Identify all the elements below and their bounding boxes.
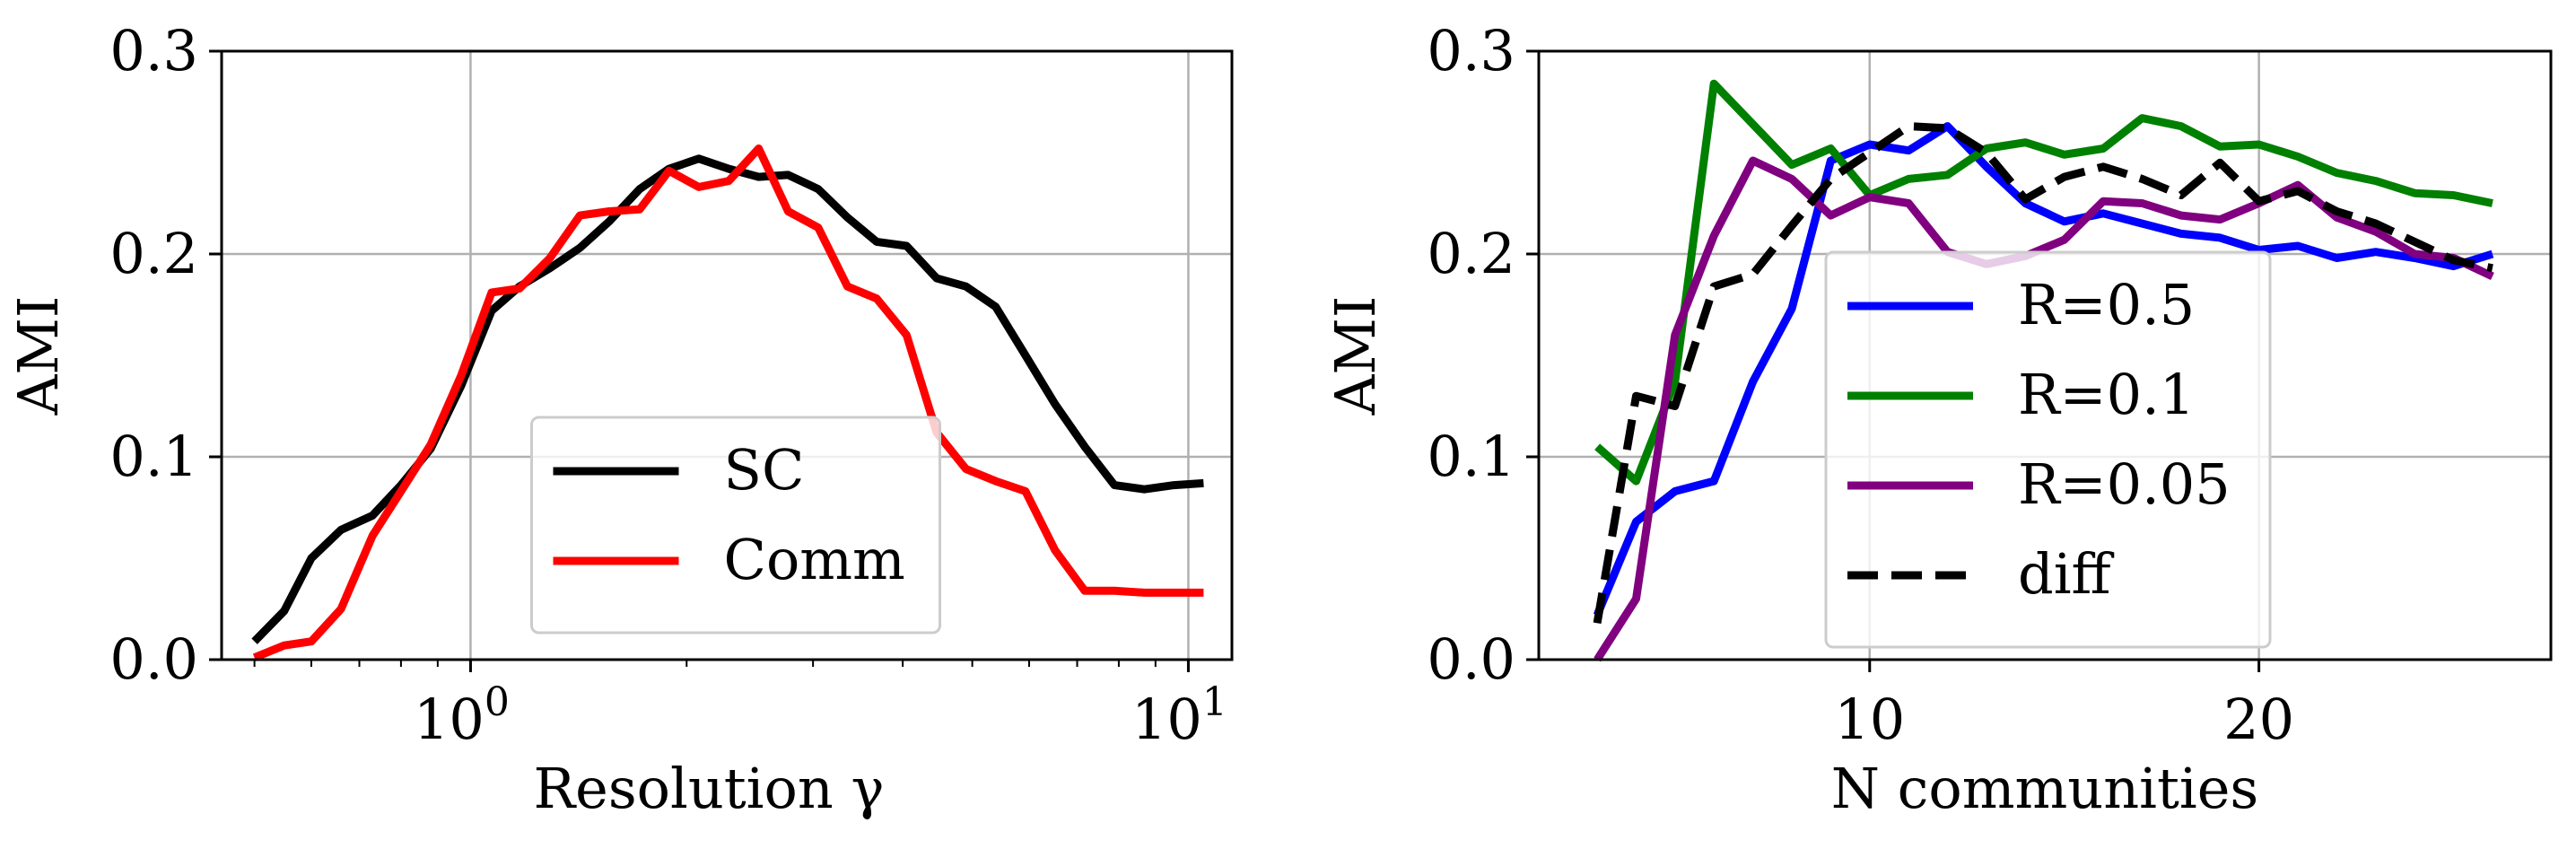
series-line-comm	[252, 144, 1204, 661]
y-tick-label: 0.3	[1427, 18, 1515, 83]
y-tick-label: 0.1	[109, 424, 198, 489]
x-tick-exponent: 0	[485, 679, 510, 725]
x-tick-label: 101	[1131, 679, 1227, 752]
x-tick-base: 10	[414, 687, 485, 752]
y-tick-label: 0.3	[109, 18, 198, 83]
series-line-r-0-05	[1594, 156, 2494, 662]
y-tick-label: 0.1	[1427, 424, 1515, 489]
x-tick-label: 100	[414, 679, 510, 752]
legend-label-r-0-5: R=0.5	[2018, 272, 2195, 337]
x-tick-exponent: 1	[1202, 679, 1227, 725]
y-tick-label: 0.2	[109, 221, 198, 286]
series-line-diff	[1593, 122, 2493, 625]
legend-label-diff: diff	[2018, 541, 2115, 607]
legend-box	[1824, 250, 2272, 649]
x-tick-base: 10	[1131, 687, 1202, 752]
y-tick-label: 0.0	[1427, 626, 1515, 692]
axes-frame	[1537, 49, 2553, 661]
legend: SC Comm	[530, 416, 941, 635]
x-axis-label: N communities	[1831, 756, 2259, 821]
legend-label-r-0-1: R=0.1	[2018, 362, 2195, 427]
y-axis-label: AMI	[1323, 296, 1388, 416]
series-line-r-0-1	[1594, 79, 2493, 486]
legend-label-comm: Comm	[724, 527, 905, 592]
y-tick-label: 0.0	[109, 626, 198, 692]
y-axis-label: AMI	[5, 296, 71, 416]
x-axis-label: Resolution γ	[533, 756, 884, 821]
x-tick-label: 10	[1834, 687, 1905, 752]
y-tick-label: 0.2	[1427, 221, 1515, 286]
x-tick-label: 20	[2223, 687, 2294, 752]
series-line-r-0-5	[1593, 122, 2494, 617]
legend-label-r-0-05: R=0.05	[2018, 451, 2231, 517]
axes-frame	[220, 49, 1234, 661]
legend: R=0.5 R=0.1 R=0.05 diff	[1824, 250, 2272, 649]
legend-label-sc: SC	[724, 437, 805, 503]
